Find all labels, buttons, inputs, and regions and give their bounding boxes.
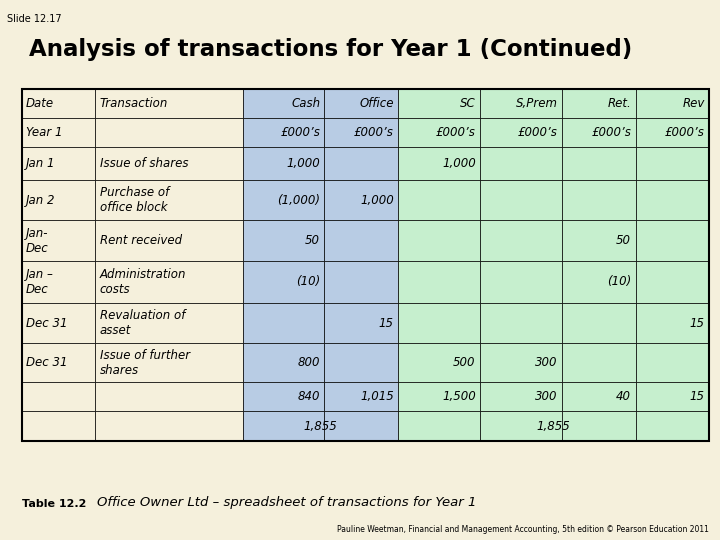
Text: 300: 300 xyxy=(535,356,557,369)
Text: Analysis of transactions for Year 1 (Continued): Analysis of transactions for Year 1 (Con… xyxy=(29,38,632,61)
Text: £000’s: £000’s xyxy=(518,126,557,139)
Text: Issue of shares: Issue of shares xyxy=(99,157,188,170)
Text: Office Owner Ltd – spreadsheet of transactions for Year 1: Office Owner Ltd – spreadsheet of transa… xyxy=(97,496,477,509)
Text: Issue of further
shares: Issue of further shares xyxy=(99,349,189,377)
Text: Jan 1: Jan 1 xyxy=(26,157,55,170)
Text: SC: SC xyxy=(460,97,476,110)
Text: Date: Date xyxy=(26,97,54,110)
Text: £000’s: £000’s xyxy=(354,126,394,139)
Text: Dec 31: Dec 31 xyxy=(26,356,68,369)
Text: Table 12.2: Table 12.2 xyxy=(22,498,86,509)
Text: Rev: Rev xyxy=(683,97,705,110)
Text: Cash: Cash xyxy=(291,97,320,110)
Text: 50: 50 xyxy=(616,234,631,247)
Text: 1,015: 1,015 xyxy=(360,390,394,403)
Text: £000’s: £000’s xyxy=(280,126,320,139)
Text: Transaction: Transaction xyxy=(99,97,168,110)
Text: Jan 2: Jan 2 xyxy=(26,193,55,207)
Text: Rent received: Rent received xyxy=(99,234,181,247)
Text: 1,500: 1,500 xyxy=(442,390,476,403)
Text: 15: 15 xyxy=(379,316,394,330)
Text: 40: 40 xyxy=(616,390,631,403)
Text: (10): (10) xyxy=(296,275,320,288)
Text: Dec 31: Dec 31 xyxy=(26,316,68,330)
Text: 1,000: 1,000 xyxy=(287,157,320,170)
Text: Year 1: Year 1 xyxy=(26,126,63,139)
Text: 840: 840 xyxy=(297,390,320,403)
Text: 1,855: 1,855 xyxy=(304,420,337,433)
Text: 800: 800 xyxy=(297,356,320,369)
Text: 50: 50 xyxy=(305,234,320,247)
Text: Jan –
Dec: Jan – Dec xyxy=(26,268,54,296)
Text: 15: 15 xyxy=(690,390,705,403)
Text: Pauline Weetman, Financial and Management Accounting, 5th edition © Pearson Educ: Pauline Weetman, Financial and Managemen… xyxy=(338,524,709,534)
Text: Revaluation of
asset: Revaluation of asset xyxy=(99,309,185,337)
Text: 300: 300 xyxy=(535,390,557,403)
Text: Purchase of
office block: Purchase of office block xyxy=(99,186,169,214)
Text: 1,000: 1,000 xyxy=(360,193,394,207)
Text: 15: 15 xyxy=(690,316,705,330)
Text: 1,855: 1,855 xyxy=(537,420,570,433)
Text: 500: 500 xyxy=(453,356,476,369)
Text: Administration
costs: Administration costs xyxy=(99,268,186,296)
Text: Jan-
Dec: Jan- Dec xyxy=(26,227,49,254)
Text: £000’s: £000’s xyxy=(665,126,705,139)
Text: £000’s: £000’s xyxy=(591,126,631,139)
Text: Slide 12.17: Slide 12.17 xyxy=(7,14,62,24)
Text: (10): (10) xyxy=(607,275,631,288)
Text: £000’s: £000’s xyxy=(436,126,476,139)
Text: Ret.: Ret. xyxy=(608,97,631,110)
Text: (1,000): (1,000) xyxy=(277,193,320,207)
Text: Office: Office xyxy=(359,97,394,110)
Text: S,Prem: S,Prem xyxy=(516,97,557,110)
Text: 1,000: 1,000 xyxy=(442,157,476,170)
